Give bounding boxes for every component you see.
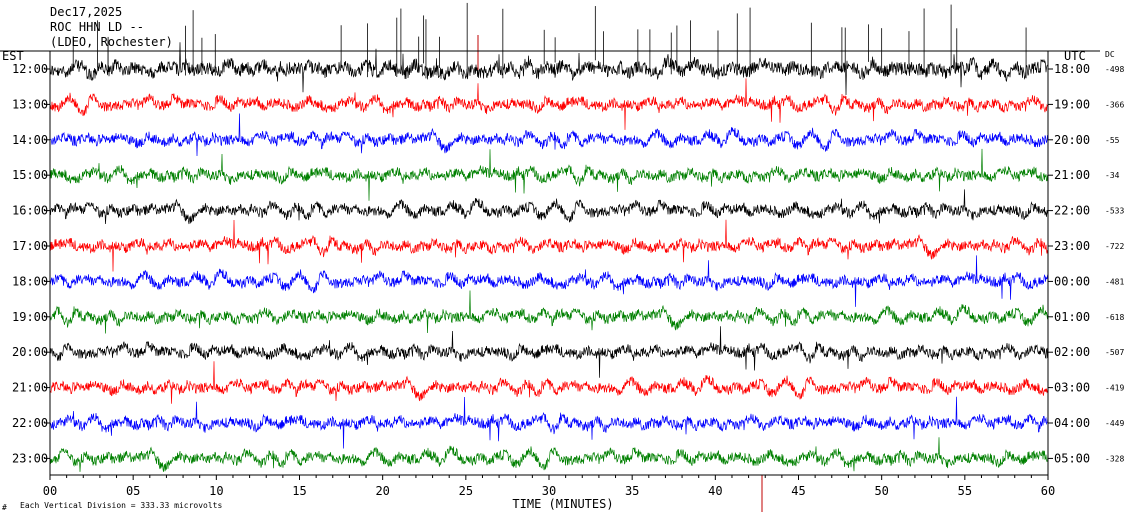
- dc-value: -507: [1105, 348, 1124, 357]
- est-tick-label: 14:00: [12, 133, 48, 147]
- dc-value: -34: [1105, 171, 1120, 180]
- header-date: Dec17,2025: [50, 5, 122, 19]
- est-tick-label: 19:00: [12, 310, 48, 324]
- est-tick-label: 16:00: [12, 204, 48, 218]
- plot-border: [49, 50, 1049, 476]
- utc-tick-label: 03:00: [1054, 381, 1090, 395]
- trace-2300: [49, 437, 1049, 472]
- est-tick-label: 22:00: [12, 416, 48, 430]
- header-location: (LDEO, Rochester): [50, 35, 173, 49]
- dc-header: DC: [1105, 50, 1115, 59]
- dc-value: -533: [1105, 207, 1124, 216]
- plot-frame: [0, 50, 1100, 476]
- dc-value: -481: [1105, 277, 1124, 286]
- utc-tick-label: 23:00: [1054, 239, 1090, 253]
- x-tick-label: 50: [874, 484, 888, 498]
- x-tick-label: 20: [375, 484, 389, 498]
- dc-value: -618: [1105, 313, 1124, 322]
- dc-value: -498: [1105, 65, 1124, 74]
- trace-1200: [49, 42, 1049, 96]
- utc-tick-label: 00:00: [1054, 274, 1090, 288]
- x-tick-label: 25: [459, 484, 473, 498]
- utc-tick-labels: 18:00 19:00 20:00 21:00 22:00 23:00 00:00 01:00…: [1048, 62, 1090, 465]
- x-tick-label: 45: [791, 484, 805, 498]
- x-tick-label: 30: [542, 484, 556, 498]
- est-tick-label: 15:00: [12, 168, 48, 182]
- footnote-mark: #: [2, 503, 7, 512]
- trace-1800: [49, 255, 1049, 307]
- est-axis-title: EST: [2, 49, 24, 63]
- est-tick-label: 20:00: [12, 345, 48, 359]
- est-tick-label: 12:00: [12, 62, 48, 76]
- dc-value: -722: [1105, 242, 1124, 251]
- x-tick-labels: 00 05 10 15 20 25 30 35 40 45 50 55 60: [43, 475, 1055, 498]
- x-tick-label: 00: [43, 484, 57, 498]
- seismic-traces: [49, 2, 1049, 512]
- x-tick-label: 35: [625, 484, 639, 498]
- x-tick-label: 60: [1041, 484, 1055, 498]
- est-tick-label: 18:00: [12, 274, 48, 288]
- utc-tick-label: 02:00: [1054, 345, 1090, 359]
- est-tick-label: 13:00: [12, 97, 48, 111]
- dc-value: -55: [1105, 136, 1120, 145]
- trace-2200: [49, 396, 1049, 449]
- dc-offset-values: -498 -366 -55 -34 -533 -722 -481 -618 -507 -419 -4…: [1105, 65, 1124, 463]
- trace-1400: [49, 113, 1049, 157]
- x-tick-label: 40: [708, 484, 722, 498]
- utc-tick-label: 21:00: [1054, 168, 1090, 182]
- x-tick-label: 10: [209, 484, 223, 498]
- trace-1500: [49, 148, 1049, 201]
- est-tick-label: 17:00: [12, 239, 48, 253]
- utc-tick-label: 22:00: [1054, 204, 1090, 218]
- dc-value: -449: [1105, 419, 1124, 428]
- est-tick-label: 23:00: [12, 451, 48, 465]
- est-tick-labels: 12:00 13:00 14:00 15:00 16:00 17:00 18:00 19:00…: [12, 62, 50, 465]
- est-tick-label: 21:00: [12, 381, 48, 395]
- utc-tick-label: 04:00: [1054, 416, 1090, 430]
- trace-1900: [49, 290, 1049, 334]
- utc-tick-label: 18:00: [1054, 62, 1090, 76]
- dc-value: -419: [1105, 384, 1124, 393]
- trace-1600: [49, 189, 1049, 225]
- trace-1300: [49, 78, 1049, 130]
- header-station: ROC HHN LD --: [50, 20, 144, 34]
- trace-1700: [49, 219, 1049, 272]
- scale-footnote: Each Vertical Division = 333.33 microvol…: [20, 501, 222, 510]
- utc-axis-title: UTC: [1064, 49, 1086, 63]
- x-tick-label: 55: [958, 484, 972, 498]
- utc-tick-label: 01:00: [1054, 310, 1090, 324]
- x-axis-title: TIME (MINUTES): [512, 497, 613, 511]
- x-tick-label: 15: [292, 484, 306, 498]
- utc-tick-label: 05:00: [1054, 451, 1090, 465]
- trace-2100: [49, 361, 1049, 404]
- dc-value: -328: [1105, 454, 1124, 463]
- dc-value: -366: [1105, 100, 1124, 109]
- utc-tick-label: 19:00: [1054, 97, 1090, 111]
- utc-tick-label: 20:00: [1054, 133, 1090, 147]
- trace-2000: [49, 326, 1049, 378]
- x-tick-label: 05: [126, 484, 140, 498]
